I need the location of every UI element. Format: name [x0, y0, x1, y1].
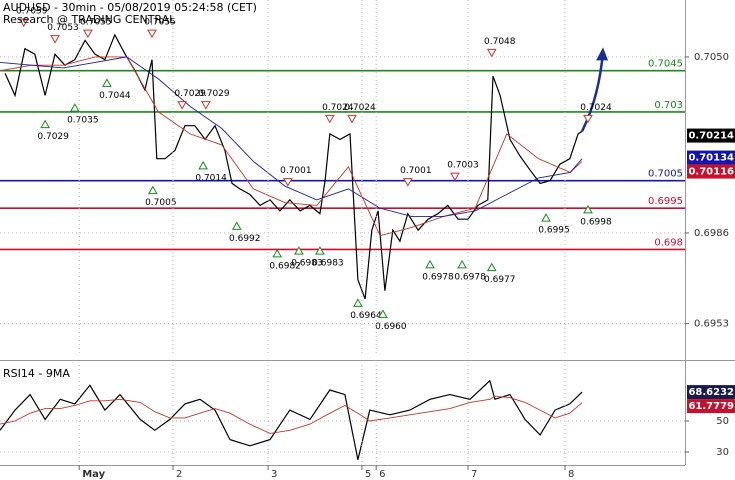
- pivot-marker: [177, 101, 188, 110]
- forecast-arrow: [580, 51, 605, 132]
- pivot-marker: [324, 114, 335, 124]
- pivot-label: 0.7059: [16, 7, 48, 17]
- level-label: 0.703: [654, 100, 683, 111]
- y-tick-label: 30: [716, 447, 729, 458]
- y-tick-label: 0.6953: [694, 319, 729, 330]
- pivot-label: 0.7053: [47, 23, 79, 33]
- pivot-label: 0.7029: [37, 132, 69, 142]
- pivot-marker: [201, 101, 211, 110]
- pivot-label: 0.7024: [344, 103, 376, 113]
- pivot-marker: [272, 248, 283, 258]
- y-tick-label: 0.7050: [694, 52, 729, 63]
- pivot-marker: [486, 262, 497, 272]
- pivot-marker: [69, 103, 80, 112]
- last-value-badge: [687, 399, 735, 414]
- x-tick-label: 6: [379, 469, 385, 480]
- pivot-label: 0.7055: [144, 18, 176, 28]
- pivot-label: 0.7001: [280, 166, 312, 176]
- pivot-label: 0.7003: [447, 161, 479, 171]
- pivot-label: 0.6960: [375, 322, 407, 332]
- pivot-marker: [198, 160, 208, 170]
- pivot-marker: [402, 178, 413, 187]
- pivot-label: 0.7029: [198, 89, 230, 99]
- chart-title: AUDUSD - 30min - 05/08/2019 05:24:58 (CE…: [3, 1, 257, 14]
- pivot-marker: [486, 48, 497, 58]
- pivot-label: 0.7029: [174, 89, 206, 99]
- forecast-arrowhead: [596, 47, 609, 61]
- last-value-label: 0.70134: [688, 153, 734, 164]
- pivot-marker: [282, 178, 293, 187]
- level-label: 0.7005: [648, 169, 683, 180]
- x-tick-label: 2: [176, 469, 182, 480]
- pivot-marker: [315, 246, 325, 255]
- pivot-marker: [102, 78, 112, 87]
- last-value-label: 61.7779: [688, 401, 734, 412]
- pivot-marker: [541, 213, 551, 222]
- pivot-label: 0.6992: [229, 234, 261, 244]
- last-value-label: 68.6232: [688, 387, 734, 398]
- pivot-marker: [40, 119, 51, 129]
- x-tick-label: 5: [365, 469, 371, 480]
- last-value-badge: [687, 385, 735, 400]
- series-line: [0, 56, 583, 237]
- pivot-marker: [583, 204, 593, 214]
- pivot-label: 0.7024: [322, 103, 354, 113]
- pivot-label: 0.6983: [291, 259, 323, 269]
- pivot-marker: [347, 114, 357, 124]
- pivot-label: 0.7014: [195, 173, 227, 183]
- series-line: [0, 56, 583, 217]
- pivot-marker: [83, 29, 93, 39]
- pivot-marker: [231, 221, 242, 230]
- series-line: [0, 379, 583, 460]
- pivot-marker: [50, 35, 60, 44]
- y-tick-label: 50: [716, 416, 729, 427]
- level-label: 0.698: [654, 237, 683, 248]
- rsi-title: RSI14 - 9MA: [3, 367, 70, 380]
- pivot-marker: [457, 259, 467, 269]
- pivot-label: 0.7048: [484, 37, 516, 47]
- chart-subtitle: Research @ TRADING CENTRAL: [3, 13, 176, 26]
- y-tick-label: 0.6986: [694, 228, 729, 239]
- pivot-label: 0.7055: [80, 18, 112, 28]
- pivot-label: 0.7035: [67, 116, 99, 126]
- pivot-label: 0.6977: [484, 275, 516, 285]
- pivot-label: 0.6995: [538, 226, 570, 236]
- pivot-label: 0.6964: [350, 311, 382, 321]
- pivot-label: 0.6978: [454, 272, 486, 282]
- pivot-marker: [18, 18, 29, 28]
- pivot-label: 0.6998: [580, 217, 612, 227]
- level-label: 0.6995: [648, 196, 683, 207]
- series-line: [0, 395, 583, 434]
- pivot-label: 0.6982: [269, 261, 301, 271]
- pivot-label: 0.7005: [145, 198, 177, 208]
- pivot-marker: [583, 114, 593, 124]
- x-tick-label: 7: [471, 469, 477, 480]
- pivot-marker: [450, 172, 460, 182]
- last-value-label: 0.70214: [688, 131, 734, 142]
- pivot-marker: [378, 309, 388, 318]
- pivot-label: 0.7001: [400, 166, 432, 176]
- x-tick-label: 8: [568, 469, 574, 480]
- last-value-badge: [687, 150, 735, 165]
- pivot-label: 0.6983: [312, 259, 344, 269]
- last-value-badge: [687, 164, 735, 179]
- x-tick-label: 3: [271, 469, 277, 480]
- pivot-marker: [147, 185, 158, 195]
- pivot-marker: [147, 29, 157, 39]
- pivot-label: 0.7024: [580, 103, 612, 113]
- level-label: 0.7045: [648, 59, 683, 70]
- pivot-marker: [294, 246, 304, 255]
- last-value-label: 0.70116: [688, 167, 734, 178]
- last-value-badge: [687, 128, 735, 143]
- pivot-label: 0.7044: [99, 91, 131, 101]
- pivot-marker: [353, 298, 363, 307]
- series-line: [4, 33, 583, 300]
- pivot-label: 0.6978: [422, 272, 454, 282]
- x-tick-label: May: [82, 469, 105, 480]
- pivot-marker: [425, 259, 435, 269]
